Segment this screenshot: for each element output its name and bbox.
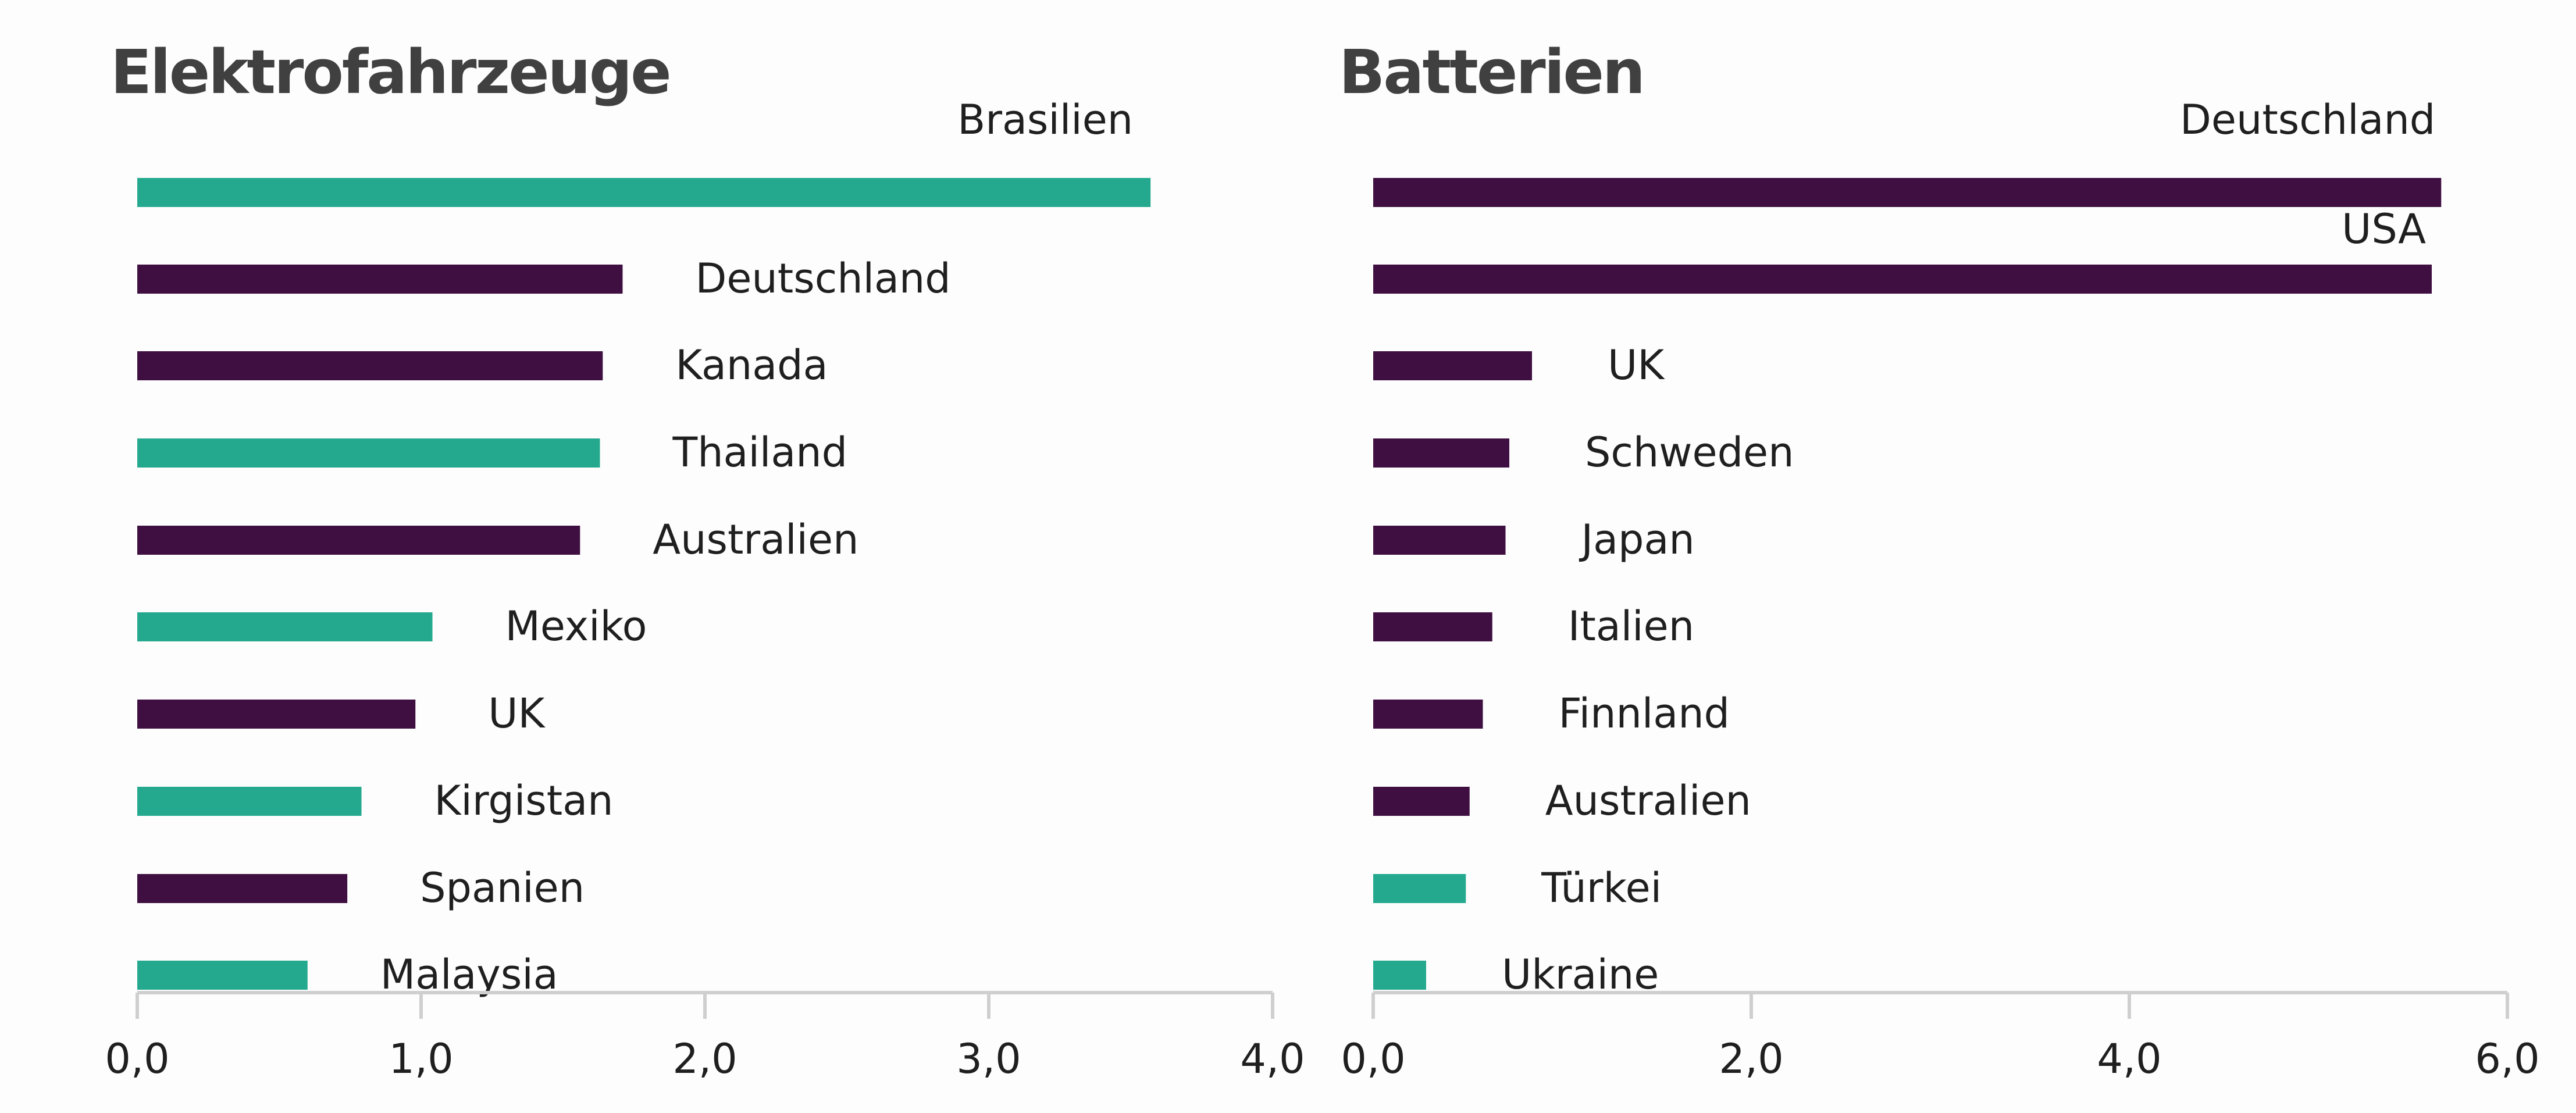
ev-x-tick-label: 3,0 xyxy=(956,1035,1021,1083)
battery-bar xyxy=(1373,874,1466,903)
ev-bar xyxy=(137,700,416,729)
ev-x-tick-label: 4,0 xyxy=(1240,1035,1305,1083)
battery-bars xyxy=(1373,178,2442,990)
battery-x-ticks: 0,0 2,0 4,0 6,0 xyxy=(1341,993,2540,1083)
battery-x-tick-label: 2,0 xyxy=(1719,1035,1783,1083)
battery-bar xyxy=(1373,700,1483,729)
battery-bar xyxy=(1373,787,1470,816)
ev-bar-label: Mexiko xyxy=(505,602,647,650)
ev-bar xyxy=(137,526,580,555)
ev-bar xyxy=(137,874,348,903)
ev-bar xyxy=(137,612,433,641)
ev-x-tick-label: 1,0 xyxy=(389,1035,453,1083)
ev-bar xyxy=(137,265,623,294)
ev-bar-label: Deutschland xyxy=(695,255,950,302)
ev-chart-panel: Elektrofahrzeuge Brasilien Deutschland Kan… xyxy=(105,37,1305,1083)
battery-chart-title: Batterien xyxy=(1339,37,1644,108)
battery-bar-label: Australien xyxy=(1545,777,1751,825)
battery-bar-label: Japan xyxy=(1579,516,1695,563)
ev-bar-label: Thailand xyxy=(672,429,847,476)
ev-bar xyxy=(137,787,362,816)
battery-bar-label: Italien xyxy=(1568,602,1694,650)
battery-bar-label: UK xyxy=(1608,341,1665,389)
battery-x-tick-label: 6,0 xyxy=(2475,1035,2539,1083)
ev-bar-label: Brasilien xyxy=(957,96,1133,144)
ev-bar xyxy=(137,178,1151,207)
battery-bar xyxy=(1373,961,1426,990)
battery-x-tick-label: 0,0 xyxy=(1341,1035,1405,1083)
ev-chart-title: Elektrofahrzeuge xyxy=(111,37,670,108)
ev-bar xyxy=(137,438,600,468)
battery-bar-label: Türkei xyxy=(1541,864,1662,912)
ev-bars xyxy=(137,178,1151,990)
battery-bar xyxy=(1373,351,1532,380)
ev-bar xyxy=(137,351,603,380)
battery-bar-label: Schweden xyxy=(1585,429,1794,476)
battery-bar-labels: Deutschland USA UK Schweden Japan Italien Finn… xyxy=(1502,96,2435,998)
battery-bar-label: Deutschland xyxy=(2180,96,2435,144)
battery-bar-label: Finnland xyxy=(1559,690,1730,737)
battery-bar-label: USA xyxy=(2342,205,2426,253)
ev-bar xyxy=(137,961,308,990)
battery-bar xyxy=(1373,438,1509,468)
ev-bar-label: Kirgistan xyxy=(434,777,614,825)
battery-bar xyxy=(1373,265,2432,294)
ev-bar-labels: Brasilien Deutschland Kanada Thailand Austra… xyxy=(380,96,1133,998)
ev-bar-label: Malaysia xyxy=(380,951,558,998)
battery-bar xyxy=(1373,178,2442,207)
ev-bar-label: Kanada xyxy=(675,341,828,389)
ev-bar-label: Spanien xyxy=(420,864,585,912)
ev-x-tick-label: 2,0 xyxy=(672,1035,737,1083)
ev-bar-label: UK xyxy=(488,690,546,737)
battery-chart-panel: Batterien Deutschland USA UK Schweden Japan I… xyxy=(1339,37,2540,1083)
battery-bar xyxy=(1373,612,1492,641)
ev-x-ticks: 0,0 1,0 2,0 3,0 4,0 xyxy=(105,993,1305,1083)
ev-x-tick-label: 0,0 xyxy=(105,1035,169,1083)
ev-bar-label: Australien xyxy=(653,516,858,563)
battery-bar xyxy=(1373,526,1506,555)
battery-bar-label: Ukraine xyxy=(1502,951,1659,998)
battery-x-tick-label: 4,0 xyxy=(2097,1035,2161,1083)
